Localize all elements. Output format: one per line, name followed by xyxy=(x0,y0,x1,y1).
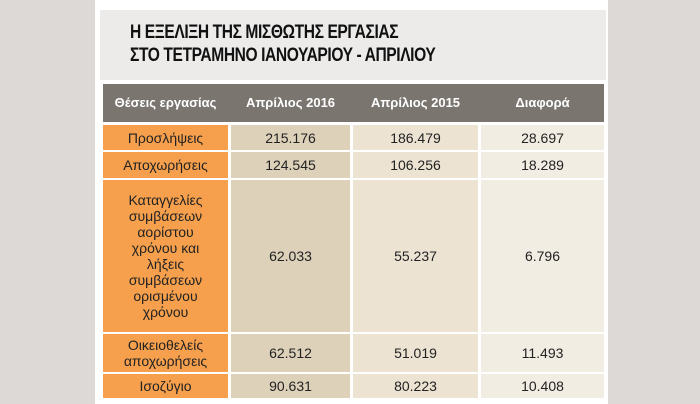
header-cell: Απρίλιος 2015 xyxy=(370,95,461,110)
header-cell: Διαφορά xyxy=(515,95,570,110)
value-cell: 215.176 xyxy=(231,125,350,150)
value-cell: 11.493 xyxy=(481,334,604,372)
value-cell: 80.223 xyxy=(353,374,478,398)
value-cell: 55.237 xyxy=(353,180,478,332)
value-cell: 106.256 xyxy=(353,152,478,178)
title-line: ΣΤΟ ΤΕΤΡΑΜΗΝΟ ΙΑΝΟΥΑΡΙΟΥ - ΑΠΡΙΛΙΟΥ xyxy=(130,45,436,66)
value-cell: 51.019 xyxy=(353,334,478,372)
value-cell: 10.408 xyxy=(481,374,604,398)
value-cell: 6.796 xyxy=(481,180,604,332)
header-cell: Θέσεις εργασίας xyxy=(114,95,217,110)
row-label: Αποχωρήσεις xyxy=(103,152,228,178)
row-label: Οικειοθελείς αποχωρήσεις xyxy=(103,334,228,372)
title-line: Η ΕΞΕΛΙΞΗ ΤΗΣ ΜΙΣΘΩΤΗΣ ΕΡΓΑΣΙΑΣ xyxy=(130,22,399,43)
row-label: Προσλήψεις xyxy=(103,125,228,150)
header-bar xyxy=(103,84,604,122)
value-cell: 90.631 xyxy=(231,374,350,398)
title-box xyxy=(100,10,606,80)
value-cell: 28.697 xyxy=(481,125,604,150)
value-cell: 186.479 xyxy=(353,125,478,150)
value-cell: 18.289 xyxy=(481,152,604,178)
row-label: Ισοζύγιο xyxy=(103,374,228,398)
value-cell: 62.512 xyxy=(231,334,350,372)
row-label: Καταγγελίες συμβάσεων αορίστου χρόνου κα… xyxy=(103,180,228,332)
value-cell: 124.545 xyxy=(231,152,350,178)
header-cell: Απρίλιος 2016 xyxy=(245,95,336,110)
value-cell: 62.033 xyxy=(231,180,350,332)
